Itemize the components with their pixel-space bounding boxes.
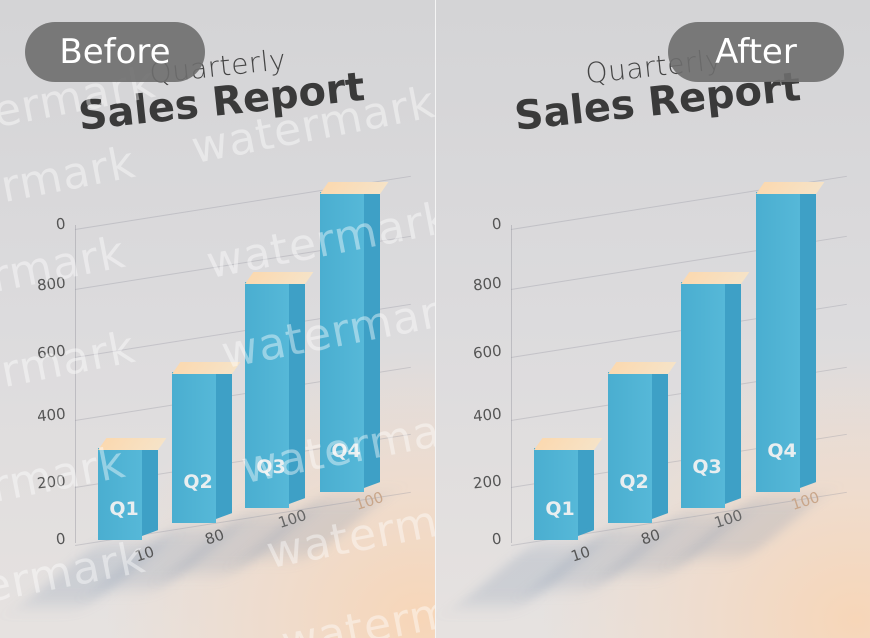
- bar-front-face: [320, 192, 364, 492]
- y-tick-label: 0: [55, 214, 67, 234]
- watermark-text: watermark: [202, 191, 435, 290]
- before-label-badge: Before: [25, 22, 205, 82]
- watermark-text: watermark: [0, 321, 140, 420]
- y-tick-label: 400: [36, 404, 67, 426]
- y-axis-line: [511, 225, 512, 543]
- bar-top-face: [756, 182, 825, 194]
- y-tick-label: 400: [472, 404, 503, 426]
- bar-top-face: [534, 437, 603, 450]
- bar-q2: Q2: [172, 361, 241, 523]
- bar-q1: Q1: [98, 437, 167, 540]
- comparison-divider: [435, 0, 436, 638]
- bar-label: Q2: [183, 470, 213, 493]
- watermark-text: watermark: [0, 531, 150, 630]
- bar-label: Q3: [256, 455, 286, 478]
- bar-q1: Q1: [534, 437, 603, 540]
- bar-q2: Q2: [608, 361, 677, 523]
- bar-label: Q2: [619, 470, 649, 493]
- bar-side-face: [652, 363, 668, 519]
- bar-front-face: [756, 192, 800, 492]
- bar-top-face: [608, 361, 677, 374]
- bar-q3: Q3: [681, 272, 750, 508]
- watermark-text: watermark: [0, 226, 130, 325]
- y-axis-line: [75, 225, 76, 543]
- bar-label: Q1: [545, 497, 575, 520]
- y-tick-label: 200: [472, 471, 503, 493]
- bar-label: Q3: [692, 455, 722, 478]
- watermark-text: watermark: [0, 136, 140, 235]
- bar-front-face: [681, 282, 725, 508]
- bar-q4: Q4: [320, 182, 389, 492]
- bar-side-face: [142, 439, 158, 536]
- bar-front-face: [534, 447, 578, 540]
- bar-side-face: [578, 439, 594, 536]
- bar-front-face: [98, 447, 142, 540]
- y-tick-label: 600: [472, 341, 503, 363]
- bar-front-face: [608, 371, 652, 523]
- bar-top-face: [320, 182, 389, 194]
- bar-top-face: [681, 272, 750, 285]
- after-label-badge: After: [668, 22, 844, 82]
- bar-q3: Q3: [245, 272, 314, 508]
- after-panel: Quarterly Sales Report 0 800 600 400 200 0 Q1 Q2 Q…: [436, 0, 870, 638]
- watermark-text: watermark: [277, 571, 435, 638]
- before-panel: Quarterly Sales Report 0 800 600 400 200 0 Q1 Q2 Q…: [0, 0, 435, 638]
- bar-q4: Q4: [756, 182, 825, 492]
- bar-front-face: [245, 282, 289, 508]
- bar-label: Q4: [331, 440, 361, 462]
- bar-side-face: [216, 363, 232, 519]
- y-tick-label: 800: [472, 273, 503, 295]
- y-tick-label: 0: [491, 529, 503, 549]
- bar-front-face: [172, 371, 216, 523]
- bar-label: Q4: [767, 440, 797, 462]
- bar-label: Q1: [109, 497, 139, 520]
- y-tick-label: 0: [491, 214, 503, 234]
